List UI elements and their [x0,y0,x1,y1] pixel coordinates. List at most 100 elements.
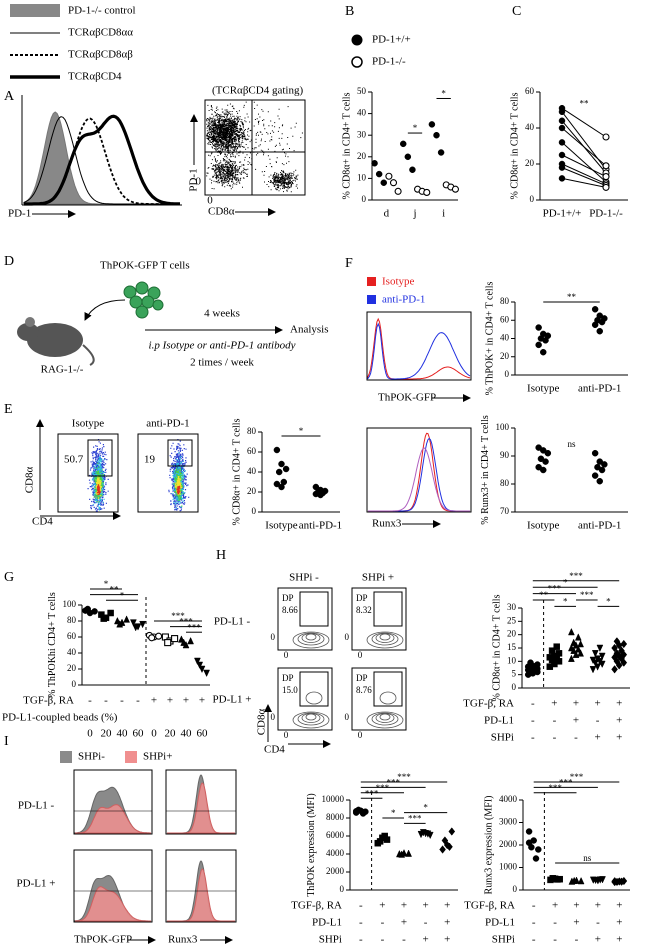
histogram-curve [167,782,235,834]
row-label: TGF-β, RA [463,698,514,710]
data-point [107,609,114,617]
legend-label: PD-1+/+ [372,34,411,46]
data-point [611,643,618,653]
y-tick-label: 40 [500,333,510,343]
condition-mark: + [616,934,622,946]
data-point [441,836,449,845]
condition-mark: + [401,917,407,929]
contour [379,633,391,641]
y-tick-label: 60 [247,446,257,456]
condition-mark: + [594,732,600,744]
condition-mark: - [553,934,557,946]
flow-frame [277,667,333,731]
data-point [591,321,599,329]
x-tick-label: d [384,208,390,220]
data-point [568,643,575,652]
condition-mark: + [616,917,622,929]
x-tick-label: Isotype [265,520,298,532]
injection-arrow [84,299,126,321]
legend-label: TCRαβCD8αβ [68,49,133,61]
data-point [558,108,566,116]
gate [373,591,403,627]
significance-label: * [391,808,396,818]
data-point [359,810,367,817]
gate [87,439,113,477]
axis-label: Runx3 [372,518,402,530]
y-axis-label: % CD8α+ in CD4+ T cells [341,92,352,199]
contour [301,633,321,643]
condition-mark: + [616,900,622,912]
data-point [554,876,561,883]
contour [366,711,404,729]
significance-label: * [120,590,125,600]
significance-label: * [104,579,109,589]
flow-events [212,101,303,190]
row-label: PD-L1 + [17,878,56,890]
y-axis-label: % ThPOK+ in CD4+ T cells [484,282,495,396]
histogram-curve [368,432,470,512]
condition-mark: 20 [101,728,113,740]
legend-label: Isotype [382,276,415,288]
condition-mark: - [136,695,140,707]
y-tick-label: 80 [500,296,510,306]
flow-events [96,484,101,496]
data-point [534,661,541,668]
legend-label: PD-1-/- [372,56,406,68]
significance-label: ** [539,590,549,600]
data-point [394,187,402,195]
histogram-curve [75,804,151,834]
data-point [577,649,584,657]
legend-label: TCRαβCD4 [68,71,122,83]
gate-value: 8.32 [356,605,372,615]
y-tick-label: 0 [72,679,77,689]
data-point [544,449,552,457]
histogram-curve [167,868,235,922]
x-tick-label: anti-PD-1 [578,520,621,532]
y-tick-label: 6000 [326,830,345,840]
panel-letter: A [4,89,15,104]
hist-frame [366,311,472,381]
condition-mark: - [553,917,557,929]
contour [379,713,391,721]
flow-frame [351,667,407,731]
histogram-curve [367,317,471,380]
legend-swatch [60,751,72,763]
condition-mark: - [574,732,578,744]
data-point [448,827,456,836]
condition-mark: + [401,900,407,912]
data-point [428,121,436,128]
data-point [385,172,393,180]
diagram-label: RAG-1-/- [41,364,84,376]
tick-label: 0 [271,712,276,722]
tick-label: 0 [196,176,202,188]
pair-line [561,163,607,185]
data-point [596,644,604,653]
data-point [596,477,603,485]
condition-mark: - [553,715,557,727]
x-tick-label: anti-PD-1 [578,383,621,395]
data-point [376,838,384,845]
data-point [275,468,283,476]
legend-swatch [125,751,137,763]
significance-label: *** [397,772,411,782]
data-point [611,877,619,886]
condition-mark: - [381,934,385,946]
significance-label: *** [569,571,583,581]
y-tick-label: 40 [67,647,77,657]
significance-label: *** [570,772,584,782]
data-point [409,166,416,174]
tick-label: 0 [284,650,289,660]
contour [305,633,317,641]
row-label: TGF-β, RA [464,900,515,912]
data-point [589,666,597,674]
condition-mark: 20 [165,728,177,740]
gate-label: DP [282,673,294,683]
y-tick-label: 80 [247,426,257,436]
significance-label: ns [583,853,592,863]
legend-marker [351,56,363,68]
significance-label: *** [376,783,390,793]
data-point [155,632,163,640]
gate [299,591,329,627]
condition-mark: - [532,917,536,929]
data-point [574,645,582,653]
